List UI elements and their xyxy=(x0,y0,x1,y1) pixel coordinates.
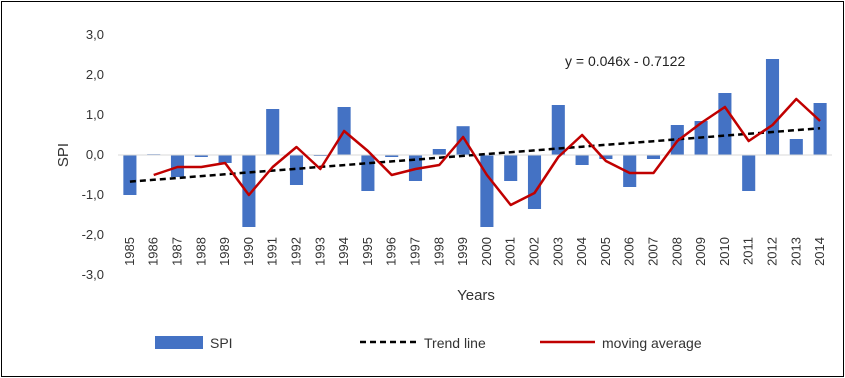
x-tick-label: 2001 xyxy=(503,237,518,266)
x-tick-label: 1998 xyxy=(431,237,446,266)
spi-bar xyxy=(266,109,280,155)
spi-bar xyxy=(361,155,375,191)
legend: SPI Trend line moving average xyxy=(155,335,702,351)
y-tick-label: -1,0 xyxy=(82,187,104,202)
x-tick-label: 2002 xyxy=(527,237,542,266)
moving-average-line xyxy=(153,97,821,207)
y-tick-labels: 3,0 2,0 1,0 0,0 -1,0 -2,0 -3,0 xyxy=(82,27,104,282)
y-tick-label: 1,0 xyxy=(86,107,104,122)
x-tick-label: 1995 xyxy=(360,237,375,266)
y-axis-title: SPI xyxy=(55,143,72,167)
spi-bar xyxy=(504,155,518,181)
x-tick-label: 2012 xyxy=(765,237,780,266)
spi-bar xyxy=(742,155,756,191)
x-tick-label: 2014 xyxy=(812,237,827,266)
x-tick-label: 1997 xyxy=(408,237,423,266)
x-tick-label: 1989 xyxy=(217,237,232,266)
y-tick-label: 2,0 xyxy=(86,67,104,82)
x-tick-label: 1991 xyxy=(265,237,280,266)
x-tick-label: 2000 xyxy=(479,237,494,266)
x-tick-label: 1987 xyxy=(170,237,185,266)
x-tick-label: 1986 xyxy=(146,237,161,266)
spi-bar xyxy=(718,93,732,155)
spi-bar xyxy=(623,155,637,187)
spi-bar xyxy=(218,155,232,163)
x-tick-label: 2011 xyxy=(741,237,756,265)
spi-bar xyxy=(123,155,137,195)
x-tick-label: 1996 xyxy=(384,237,399,266)
y-tick-label: -3,0 xyxy=(82,267,104,282)
spi-bar xyxy=(789,139,803,155)
x-tick-label: 1999 xyxy=(455,237,470,266)
spi-bar xyxy=(551,105,565,155)
x-tick-label: 2009 xyxy=(693,237,708,266)
spi-bars xyxy=(123,59,827,227)
x-tick-label: 1988 xyxy=(193,237,208,266)
spi-bar xyxy=(194,155,208,157)
trend-line xyxy=(129,127,821,183)
x-tick-label: 2008 xyxy=(669,237,684,266)
x-tick-label: 1992 xyxy=(289,237,304,266)
y-tick-label: 0,0 xyxy=(86,147,104,162)
spi-bar xyxy=(432,149,446,155)
x-tick-label: 1993 xyxy=(312,237,327,266)
x-tick-label: 2006 xyxy=(622,237,637,266)
x-tick-label: 1994 xyxy=(336,237,351,266)
spi-bar xyxy=(385,155,399,157)
spi-bar xyxy=(456,126,470,155)
y-tick-label: 3,0 xyxy=(86,27,104,42)
x-tick-label: 2004 xyxy=(574,237,589,266)
spi-bar xyxy=(289,155,304,185)
spi-bar xyxy=(765,59,780,155)
x-tick-label: 1985 xyxy=(122,237,137,266)
spi-bar xyxy=(646,155,661,159)
spi-bar xyxy=(480,155,494,227)
spi-bar xyxy=(575,155,589,165)
x-tick-label: 2007 xyxy=(646,237,661,266)
y-tick-label: -2,0 xyxy=(82,227,104,242)
x-tick-labels: 1985 1986 1987 1988 1989 1990 1991 1992 1993 1994… xyxy=(122,237,827,266)
legend-label-trend: Trend line xyxy=(424,335,486,351)
spi-bar xyxy=(599,155,613,159)
x-tick-label: 2010 xyxy=(717,237,732,266)
trend-equation: y = 0.046x - 0.7122 xyxy=(565,53,685,69)
x-tick-label: 2013 xyxy=(788,237,803,266)
x-tick-label: 2003 xyxy=(550,237,565,266)
spi-bar xyxy=(527,155,542,209)
x-axis-title: Years xyxy=(457,287,495,304)
x-tick-label: 2005 xyxy=(598,237,613,266)
legend-label-moving-average: moving average xyxy=(602,335,702,351)
legend-swatch-spi xyxy=(155,336,203,349)
x-tick-label: 1990 xyxy=(241,237,256,266)
legend-label-spi: SPI xyxy=(210,335,233,351)
